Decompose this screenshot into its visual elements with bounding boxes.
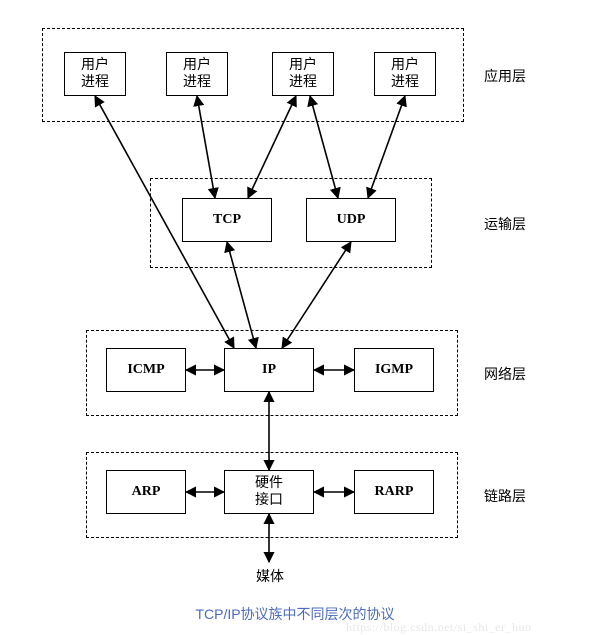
node-line2: 进程 [183,74,211,92]
node-line2: 进程 [81,74,109,92]
layer-label-network: 网络层 [484,364,526,384]
node-rarp: RARP [354,470,434,514]
layer-label-app: 应用层 [484,66,526,86]
node-tcp: TCP [182,198,272,242]
node-line2: 进程 [391,74,419,92]
node-user-process-4: 用户 进程 [374,52,436,96]
node-arp: ARP [106,470,186,514]
node-line1: 用户 [289,57,317,75]
node-text: ARP [132,483,161,501]
node-ip: IP [224,348,314,392]
node-hw: 硬件 接口 [224,470,314,514]
node-text: IP [262,361,276,379]
node-user-process-2: 用户 进程 [166,52,228,96]
node-udp: UDP [306,198,396,242]
node-line2: 接口 [255,492,283,510]
node-text: IGMP [375,361,413,379]
layer-label-link: 链路层 [484,486,526,506]
node-user-process-3: 用户 进程 [272,52,334,96]
node-user-process-1: 用户 进程 [64,52,126,96]
layer-label-transport: 运输层 [484,214,526,234]
node-text: UDP [337,211,366,229]
node-icmp: ICMP [106,348,186,392]
node-text: ICMP [127,361,164,379]
node-text: RARP [375,483,414,501]
node-line1: 用户 [81,57,109,75]
diagram-caption: TCP/IP协议族中不同层次的协议 [0,604,590,624]
node-line1: 用户 [183,57,211,75]
node-igmp: IGMP [354,348,434,392]
node-line1: 用户 [391,57,419,75]
media-label: 媒体 [256,566,284,586]
node-line2: 进程 [289,74,317,92]
node-line1: 硬件 [255,475,283,493]
node-text: TCP [213,211,241,229]
